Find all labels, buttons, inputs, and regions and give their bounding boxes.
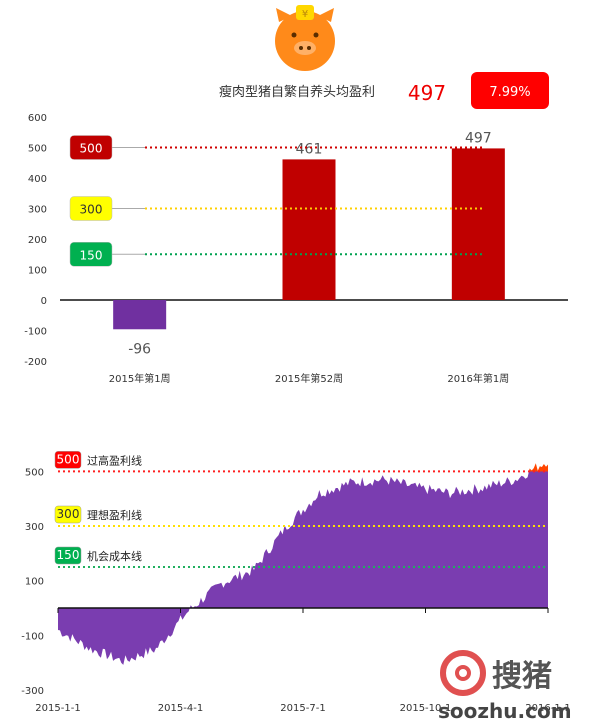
y-tick-label: 600 xyxy=(28,113,47,124)
area-chart: -300 -100 100 300 500 2015-1-1 2015-4-1 2015-7-… xyxy=(21,451,571,714)
x-tick-label: 2015-10-1 xyxy=(400,703,452,714)
area-series xyxy=(58,463,548,665)
svg-text:¥: ¥ xyxy=(302,9,308,20)
x-tick-label: 2015-7-1 xyxy=(280,703,325,714)
change-badge: 7.99% xyxy=(471,72,549,109)
reference-badge xyxy=(54,505,82,524)
chart-title: 瘦肉型猪自繁自养头均盈利 xyxy=(219,84,375,100)
bar-value-label: 461 xyxy=(296,141,323,157)
change-value: 7.99% xyxy=(489,85,530,100)
category-label: 2015年第52周 xyxy=(275,372,343,385)
x-tick-label: 2015-1-1 xyxy=(35,703,80,714)
reference-line-name: 理想盈利线 xyxy=(87,508,142,522)
current-value: 497 xyxy=(408,81,446,105)
y-tick-label: 500 xyxy=(25,467,44,478)
bar-value-label: 497 xyxy=(465,130,492,146)
bar-1 xyxy=(282,159,336,300)
y-tick-label: 100 xyxy=(25,577,44,588)
reference-badge xyxy=(69,135,113,160)
y-tick-label: -200 xyxy=(24,357,47,368)
y-tick-label: -300 xyxy=(21,686,44,697)
reference-line-name: 机会成本线 xyxy=(87,549,142,563)
y-tick-label: 100 xyxy=(28,266,47,277)
watermark-url: soozhu.com xyxy=(438,699,572,723)
reference-badge-label: 300 xyxy=(80,203,103,217)
watermark-logo: 搜猪 soozhu.com xyxy=(438,650,572,723)
pig-logo-icon: ¥ xyxy=(275,5,335,71)
y-tick-label: 300 xyxy=(25,522,44,533)
reference-badge xyxy=(54,546,82,565)
category-label: 2015年第1周 xyxy=(109,372,171,385)
reference-badge xyxy=(54,451,82,469)
reference-badge-label: 300 xyxy=(57,507,80,521)
y-tick-label: 500 xyxy=(28,144,47,155)
y-tick-label: 400 xyxy=(28,174,47,185)
reference-badge-label: 500 xyxy=(57,452,80,466)
bar-value-label: -96 xyxy=(128,341,151,357)
reference-line-name: 过高盈利线 xyxy=(87,453,142,467)
bar-0 xyxy=(113,300,167,330)
y-tick-label: -100 xyxy=(24,327,47,338)
x-tick-label: 2016-1-1 xyxy=(525,703,570,714)
y-tick-label: -100 xyxy=(21,631,44,642)
reference-badge xyxy=(69,242,113,267)
watermark-brand: 搜猪 xyxy=(492,659,552,694)
reference-badge-label: 150 xyxy=(57,548,80,562)
reference-badge xyxy=(69,196,113,221)
y-tick-label: 200 xyxy=(28,235,47,246)
reference-badge-label: 150 xyxy=(80,248,103,262)
bar-2 xyxy=(451,148,505,300)
reference-badge-label: 500 xyxy=(80,142,103,156)
x-tick-label: 2015-4-1 xyxy=(158,703,203,714)
y-tick-label: 300 xyxy=(28,205,47,216)
bar-chart: -200 -100 0 100 200 300 400 500 600 -96 2015年第1周 46… xyxy=(24,113,568,385)
y-tick-label: 0 xyxy=(41,296,47,307)
category-label: 2016年第1周 xyxy=(447,372,509,385)
